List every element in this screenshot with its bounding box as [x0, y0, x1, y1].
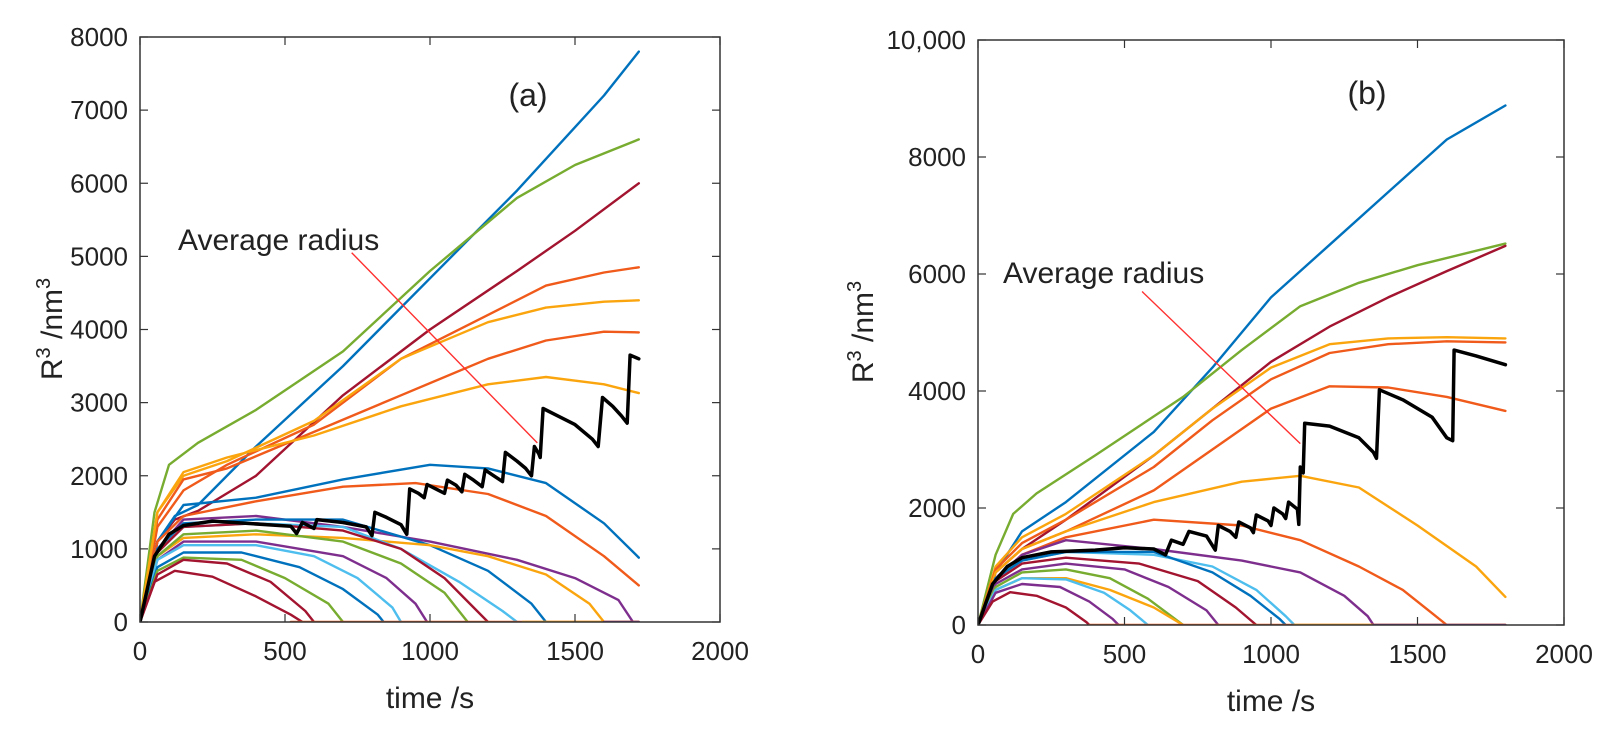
panel-a-ytick-label: 7000: [70, 95, 128, 125]
panel-b-series-particle-18: [978, 591, 1091, 625]
panel-b-series-particle-4: [978, 336, 1507, 625]
panel-a-ylabel: R3 /nm3: [33, 278, 69, 380]
panel-a-annotation: Average radius: [178, 224, 379, 257]
panel-a-xtick-label: 500: [263, 636, 306, 666]
panel-a-xtick-label: 1500: [546, 636, 604, 666]
panel-a-label: (a): [508, 77, 547, 113]
panel-a-ytick-label: 3000: [70, 388, 128, 418]
panel-a-series-particle-15: [140, 529, 469, 622]
panel-a-series-particle-2: [140, 138, 640, 622]
panel-a-ytick-label: 6000: [70, 168, 128, 198]
panel-b: 0 500 1000 1500 20000200040006000800010,000 …: [844, 25, 1593, 718]
panel-a-annotation-arrow: [351, 252, 538, 444]
panel-b-xtick-label: 500: [1103, 639, 1146, 669]
panel-b-series-particle-1: [978, 104, 1507, 625]
panel-b-series-particle-13: [978, 562, 1220, 625]
panel-b-ytick-label: 8000: [908, 142, 966, 172]
panel-a-series-particle-9: [140, 481, 640, 622]
panel-a-ticks: 0 500 1000 1500 2000 0 1000 2000 3000 4000 5000 600…: [70, 22, 749, 666]
panel-a-series-particle-17: [140, 544, 403, 622]
panel-a-ytick-label: 4000: [70, 315, 128, 345]
panel-b-ytick-label: 2000: [908, 493, 966, 523]
panel-a-ytick-label: 2000: [70, 461, 128, 491]
panel-b-ytick-label: 4000: [908, 376, 966, 406]
panel-b-series-particle-12: [978, 556, 1258, 625]
panel-b-label: (b): [1347, 75, 1386, 111]
panel-a-xtick-label: 2000: [691, 636, 749, 666]
panel-a-xlabel: time /s: [386, 682, 474, 715]
panel-b-ticks: 0 500 1000 1500 2000 0 2000 4000 6000 8000 10,000: [886, 25, 1592, 669]
panel-a-series-particle-18: [140, 551, 385, 622]
panel-a-series-particle-7: [140, 375, 640, 622]
panel-a-ytick-label: 0: [114, 607, 128, 637]
panel-b-series-particle-2: [978, 242, 1507, 625]
panel-a-ytick-label: 1000: [70, 534, 128, 564]
panel-a: 0 500 1000 1500 2000 0 1000 2000 3000 4000 5000 600…: [33, 22, 749, 715]
panel-b-series-particle-7: [978, 474, 1507, 625]
panel-b-ylabel: R3 /nm3: [844, 281, 880, 383]
panel-a-series-particle-8: [140, 463, 640, 622]
panel-b-xtick-label: 1000: [1242, 639, 1300, 669]
panel-a-series: [140, 50, 641, 622]
panel-a-series-particle-19: [140, 556, 345, 622]
panel-b-xtick-label: 0: [971, 639, 985, 669]
panel-b-ytick-label: 6000: [908, 259, 966, 289]
panel-b-series-particle-16: [978, 577, 1150, 625]
panel-b-xtick-label: 1500: [1389, 639, 1447, 669]
panel-b-annotation: Average radius: [1003, 257, 1204, 290]
panel-b-xlabel: time /s: [1227, 685, 1315, 718]
panel-a-series-particle-4: [140, 266, 640, 622]
panel-a-ytick-label: 8000: [70, 22, 128, 52]
panel-a-series-particle-6: [140, 330, 640, 622]
panel-b-ytick-label: 0: [952, 610, 966, 640]
panel-a-series-average-radius: [140, 353, 641, 622]
panel-b-series-particle-3: [978, 244, 1507, 625]
panel-a-ytick-label: 5000: [70, 241, 128, 271]
panel-a-xtick-label: 0: [133, 636, 147, 666]
panel-b-series-average-radius: [978, 348, 1508, 625]
panel-a-series-particle-21: [140, 569, 304, 622]
panel-b-series-particle-17: [978, 582, 1120, 625]
panel-b-series-particle-5: [978, 340, 1507, 625]
panel-b-ytick-label: 10,000: [886, 25, 966, 55]
panel-a-xtick-label: 1000: [401, 636, 459, 666]
panel-a-series-particle-12: [140, 533, 606, 622]
panel-b-xtick-label: 2000: [1535, 639, 1593, 669]
panel-a-series-particle-20: [140, 558, 316, 622]
panel-b-series: [978, 104, 1508, 625]
panel-a-series-particle-14: [140, 522, 490, 622]
panel-b-annotation-arrow: [1141, 291, 1301, 445]
panel-b-series-particle-14: [978, 568, 1185, 625]
